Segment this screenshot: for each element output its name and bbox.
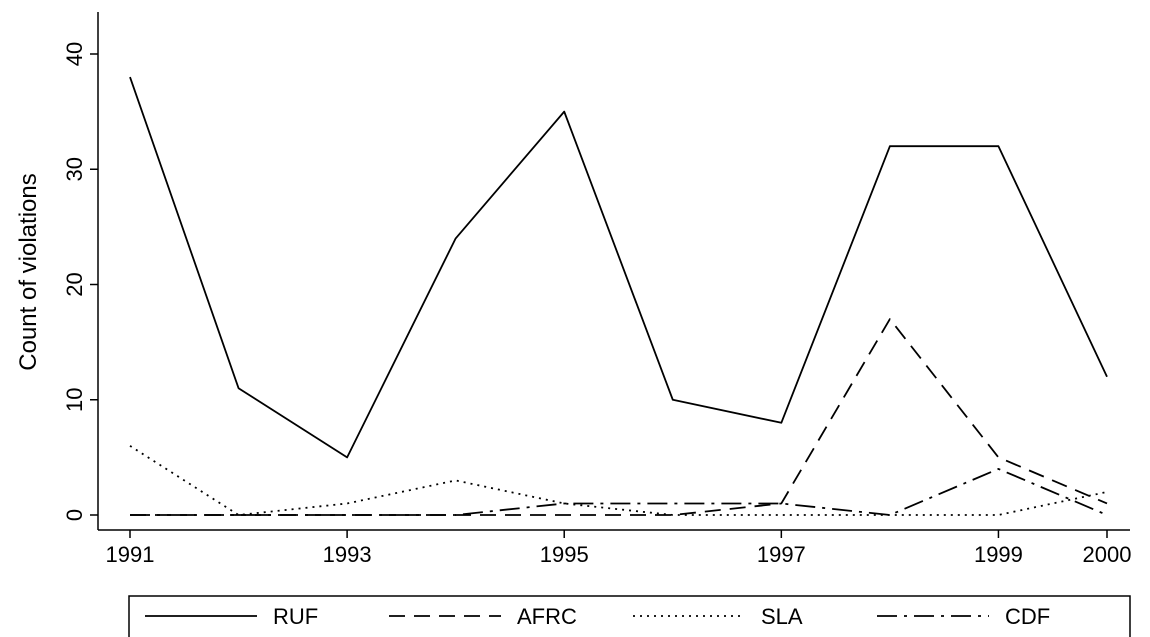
x-tick-label: 1991 [106,542,155,567]
series-line-cdf [130,467,1108,516]
y-ticks: 0 10 20 30 40 [62,42,98,521]
y-tick-label: 10 [62,388,87,412]
legend-label-ruf: RUF [273,604,318,629]
legend-label-cdf: CDF [1005,604,1050,629]
legend: RUF AFRC SLA CDF [128,595,1131,637]
y-tick-label: 40 [62,42,87,66]
plot-area: 0 10 20 30 40 1991 1993 1995 1997 1999 2000 [62,12,1131,567]
y-axis-title: Count of violations [15,173,42,370]
x-tick-label: 1999 [974,542,1023,567]
x-tick-label: 1995 [540,542,589,567]
series-line-sla [129,445,1108,516]
y-tick-label: 0 [62,509,87,521]
legend-label-sla: SLA [761,604,803,629]
x-tick-label: 1993 [323,542,372,567]
series-line-ruf [129,76,1108,459]
x-ticks: 1991 1993 1995 1997 1999 2000 [106,530,1132,567]
legend-label-afrc: AFRC [517,604,577,629]
x-tick-label: 1997 [757,542,806,567]
y-tick-label: 30 [62,157,87,181]
x-tick-label: 2000 [1083,542,1132,567]
series-line-afrc [130,318,1108,516]
y-tick-label: 20 [62,272,87,296]
series-lines [129,76,1108,516]
